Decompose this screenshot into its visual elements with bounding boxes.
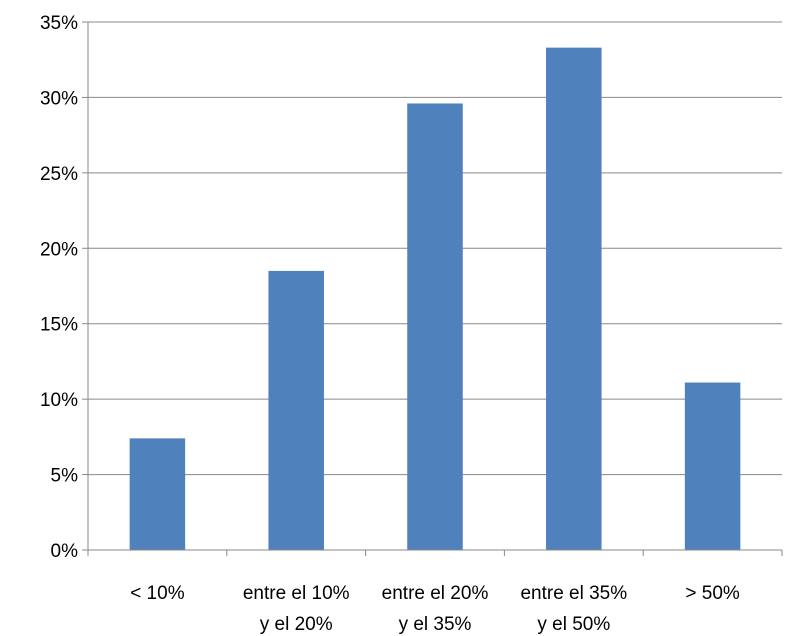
- x-tick-label-line: entre el 35%: [520, 583, 627, 604]
- x-tick-label-line: y el 20%: [260, 614, 333, 635]
- x-tick-label-line: > 50%: [685, 583, 740, 604]
- y-tick-label: 30%: [40, 88, 78, 109]
- bar: [268, 270, 324, 550]
- y-tick-label: 10%: [40, 390, 78, 411]
- y-tick-labels: 0% 5% 10% 15% 20% 25% 30% 35%: [40, 13, 78, 562]
- x-tick-label: > 50%: [685, 583, 740, 604]
- x-tick-label-line: < 10%: [130, 583, 185, 604]
- x-tick-label: entre el 20% y el 35%: [382, 583, 489, 635]
- bar: [684, 382, 741, 550]
- x-tick-label-line: y el 35%: [399, 614, 472, 635]
- y-tick-label: 15%: [40, 315, 78, 336]
- y-tick-label: 5%: [51, 466, 79, 487]
- bars: [129, 47, 741, 550]
- bar: [129, 438, 186, 550]
- y-tick-label: 25%: [40, 164, 78, 185]
- x-tick-label: entre el 35% y el 50%: [520, 583, 627, 635]
- bar: [546, 47, 602, 550]
- x-tick-label-line: y el 50%: [537, 614, 610, 635]
- y-tick-label: 35%: [40, 13, 78, 34]
- x-tick-label-line: entre el 10%: [243, 583, 350, 604]
- x-tick-labels: < 10% entre el 10% y el 20% entre el 20% y e…: [130, 583, 740, 635]
- x-tick-label: entre el 10% y el 20%: [243, 583, 350, 635]
- bar: [407, 103, 463, 550]
- axes: [82, 21, 783, 556]
- y-tick-label: 0%: [51, 541, 79, 562]
- y-tick-label: 20%: [40, 239, 78, 260]
- x-tick-label: < 10%: [130, 583, 185, 604]
- x-tick-label-line: entre el 20%: [382, 583, 489, 604]
